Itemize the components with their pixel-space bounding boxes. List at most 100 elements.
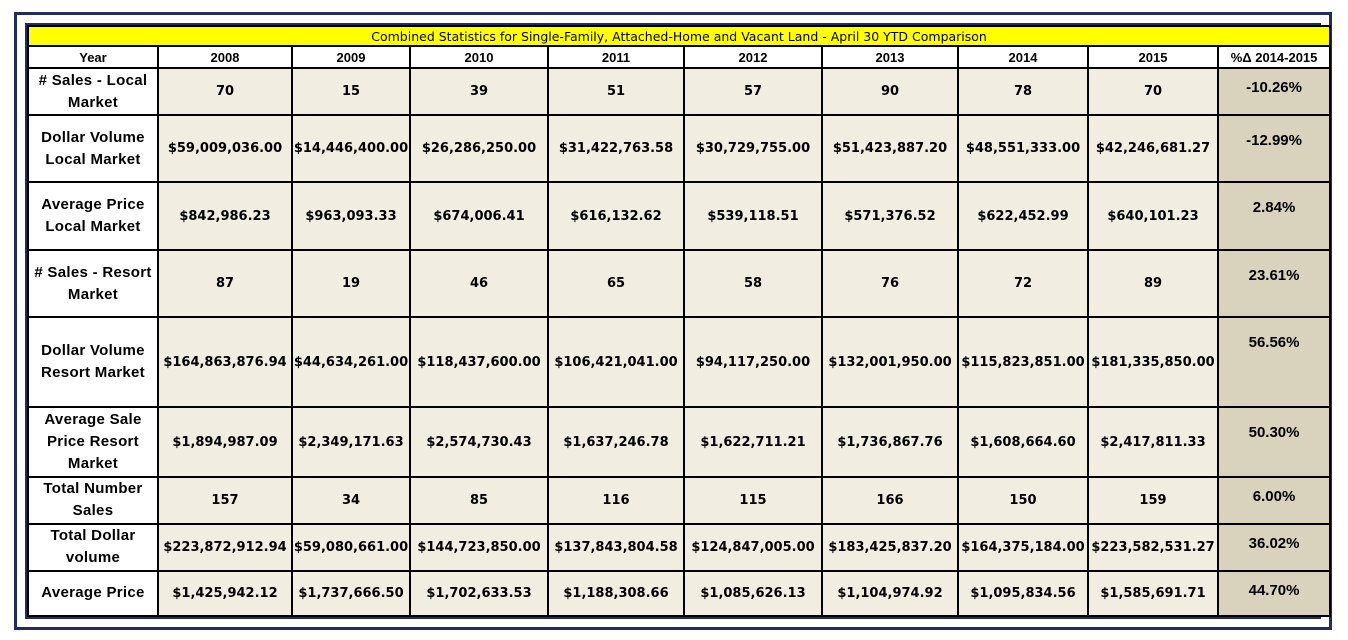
year-header-2011: 2011 <box>547 45 685 69</box>
value-cell-2008: $1,425,942.12 <box>157 569 293 618</box>
value-cell-2010: $1,702,633.53 <box>409 569 549 618</box>
header-row: Year 2008 2009 2010 2011 2012 2013 2014 … <box>27 45 1332 69</box>
value-cell-2013: $51,423,887.20 <box>821 114 959 184</box>
row-label: Total Dollar volume <box>27 522 159 572</box>
statistics-table-container: Combined Statistics for Single-Family, A… <box>25 23 1332 619</box>
value-cell-2014: $622,452.99 <box>957 181 1089 251</box>
value-cell-2009: $14,446,400.00 <box>291 114 411 184</box>
value-cell-2010: $26,286,250.00 <box>409 114 549 184</box>
year-header-2008: 2008 <box>157 45 293 69</box>
value-cell-2014: $164,375,184.00 <box>957 522 1089 572</box>
value-cell-2010: $674,006.41 <box>409 181 549 251</box>
table-title: Combined Statistics for Single-Family, A… <box>26 25 1332 47</box>
table-row: # Sales - Local Market 70 15 39 51 57 90 78 70 -1… <box>27 66 1332 117</box>
value-cell-2008: $223,872,912.94 <box>157 522 293 572</box>
table-row: Total Number Sales 157 34 85 116 115 166 150 159… <box>27 475 1332 525</box>
value-cell-2014: 150 <box>957 475 1089 525</box>
value-cell-2008: $59,009,036.00 <box>157 114 293 184</box>
year-header-2009: 2009 <box>291 45 411 69</box>
value-cell-2011: $1,637,246.78 <box>547 406 685 478</box>
value-cell-2014: $48,551,333.00 <box>957 114 1089 184</box>
value-cell-2014: 72 <box>957 248 1089 319</box>
row-label: Average Price <box>27 569 159 618</box>
value-cell-2013: $1,736,867.76 <box>821 406 959 478</box>
year-header-2012: 2012 <box>683 45 823 69</box>
table-row: Dollar Volume Resort Market $164,863,876.… <box>27 316 1332 409</box>
value-cell-2009: $963,093.33 <box>291 181 411 251</box>
value-cell-2011: $616,132.62 <box>547 181 685 251</box>
pct-change-cell: 6.00% <box>1216 475 1332 525</box>
value-cell-2012: $94,117,250.00 <box>683 316 823 409</box>
value-cell-2012: $539,118.51 <box>683 181 823 251</box>
statistics-frame: Combined Statistics for Single-Family, A… <box>14 12 1332 630</box>
value-cell-2010: 46 <box>409 248 549 319</box>
table-body: # Sales - Local Market 70 15 39 51 57 90 78 70 -1… <box>27 66 1332 618</box>
pct-change-cell: -10.26% <box>1216 66 1332 117</box>
value-cell-2013: $571,376.52 <box>821 181 959 251</box>
value-cell-2014: $1,095,834.56 <box>957 569 1089 618</box>
year-header-2010: 2010 <box>409 45 549 69</box>
value-cell-2011: 116 <box>547 475 685 525</box>
statistics-table: Combined Statistics for Single-Family, A… <box>26 25 1332 618</box>
pct-change-cell: 23.61% <box>1216 248 1332 319</box>
pct-change-cell: 50.30% <box>1216 406 1332 478</box>
value-cell-2015: 70 <box>1087 66 1219 117</box>
pct-change-header: %Δ 2014-2015 <box>1216 45 1332 69</box>
value-cell-2015: 159 <box>1087 475 1219 525</box>
pct-change-cell: 36.02% <box>1216 522 1332 572</box>
table-row: Total Dollar volume $223,872,912.94 $59,08… <box>27 522 1332 572</box>
value-cell-2013: 90 <box>821 66 959 117</box>
year-header-2013: 2013 <box>821 45 959 69</box>
value-cell-2012: 58 <box>683 248 823 319</box>
value-cell-2015: 89 <box>1087 248 1219 319</box>
table-row: Dollar Volume Local Market $59,009,036.00… <box>27 114 1332 184</box>
value-cell-2014: $115,823,851.00 <box>957 316 1089 409</box>
value-cell-2012: $1,085,626.13 <box>683 569 823 618</box>
row-label: # Sales - Resort Market <box>27 248 159 319</box>
value-cell-2012: 115 <box>683 475 823 525</box>
value-cell-2009: $59,080,661.00 <box>291 522 411 572</box>
year-header-2014: 2014 <box>957 45 1089 69</box>
value-cell-2014: $1,608,664.60 <box>957 406 1089 478</box>
value-cell-2015: $223,582,531.27 <box>1087 522 1219 572</box>
row-label: Average Price Local Market <box>27 181 159 251</box>
value-cell-2015: $2,417,811.33 <box>1087 406 1219 478</box>
value-cell-2013: $1,104,974.92 <box>821 569 959 618</box>
value-cell-2009: 19 <box>291 248 411 319</box>
value-cell-2011: $31,422,763.58 <box>547 114 685 184</box>
value-cell-2015: $42,246,681.27 <box>1087 114 1219 184</box>
row-label: Total Number Sales <box>27 475 159 525</box>
value-cell-2010: 39 <box>409 66 549 117</box>
value-cell-2011: $137,843,804.58 <box>547 522 685 572</box>
value-cell-2009: $2,349,171.63 <box>291 406 411 478</box>
table-row: Average Price Local Market $842,986.23 $96… <box>27 181 1332 251</box>
value-cell-2010: 85 <box>409 475 549 525</box>
value-cell-2013: $132,001,950.00 <box>821 316 959 409</box>
table-row: # Sales - Resort Market 87 19 46 65 58 76 72 89 2… <box>27 248 1332 319</box>
value-cell-2012: $1,622,711.21 <box>683 406 823 478</box>
value-cell-2012: 57 <box>683 66 823 117</box>
value-cell-2011: $106,421,041.00 <box>547 316 685 409</box>
row-label: # Sales - Local Market <box>27 66 159 117</box>
value-cell-2009: $1,737,666.50 <box>291 569 411 618</box>
year-header: Year <box>27 45 159 69</box>
value-cell-2009: 15 <box>291 66 411 117</box>
year-header-2015: 2015 <box>1087 45 1219 69</box>
value-cell-2008: 157 <box>157 475 293 525</box>
value-cell-2009: 34 <box>291 475 411 525</box>
value-cell-2011: 51 <box>547 66 685 117</box>
value-cell-2012: $30,729,755.00 <box>683 114 823 184</box>
pct-change-cell: 56.56% <box>1216 316 1332 409</box>
value-cell-2013: $183,425,837.20 <box>821 522 959 572</box>
value-cell-2008: $164,863,876.94 <box>157 316 293 409</box>
value-cell-2015: $1,585,691.71 <box>1087 569 1219 618</box>
value-cell-2009: $44,634,261.00 <box>291 316 411 409</box>
value-cell-2011: $1,188,308.66 <box>547 569 685 618</box>
table-row: Average Sale Price Resort Market $1,894,9… <box>27 406 1332 478</box>
value-cell-2012: $124,847,005.00 <box>683 522 823 572</box>
table-row: Average Price $1,425,942.12 $1,737,666.50 $… <box>27 569 1332 618</box>
row-label: Dollar Volume Resort Market <box>27 316 159 409</box>
value-cell-2010: $118,437,600.00 <box>409 316 549 409</box>
pct-change-cell: 44.70% <box>1216 569 1332 618</box>
value-cell-2015: $640,101.23 <box>1087 181 1219 251</box>
